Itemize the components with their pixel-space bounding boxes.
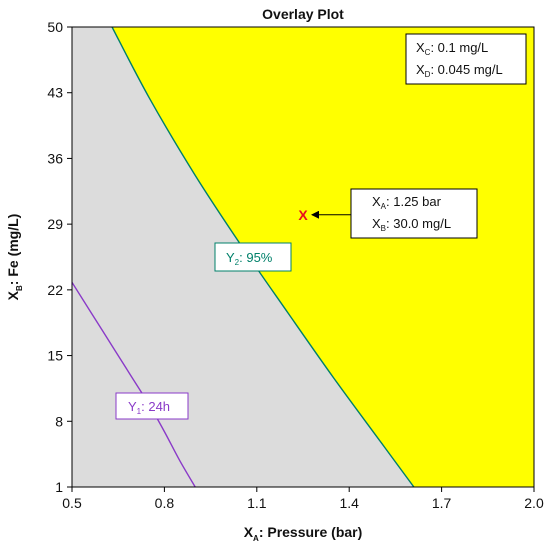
x-tick-label: 2.0 xyxy=(524,495,544,511)
feasible-region xyxy=(112,27,534,487)
contour-label-y1: Y1: 24h xyxy=(115,392,189,420)
x-axis-ticks: 0.5 0.8 1.1 1.4 1.7 2.0 xyxy=(62,487,544,511)
contour-label-y2: Y2: 95% xyxy=(214,242,292,272)
y-tick-label: 36 xyxy=(47,150,63,166)
x-tick-label: 0.8 xyxy=(155,495,175,511)
x-axis-title: XA: Pressure (bar) xyxy=(244,524,363,543)
svg-text:Y1: 24h: Y1: 24h xyxy=(128,399,170,416)
x-tick-label: 1.7 xyxy=(432,495,452,511)
y-axis-ticks: 1 8 15 22 29 36 43 50 xyxy=(47,19,72,495)
x-tick-label: 1.1 xyxy=(247,495,267,511)
y-tick-label: 15 xyxy=(47,348,63,364)
constant-xc: XC: 0.1 mg/L xyxy=(416,40,488,57)
constants-box: XC: 0.1 mg/L XD: 0.045 mg/L xyxy=(405,33,527,85)
constant-xd: XD: 0.045 mg/L xyxy=(416,62,503,79)
plot-frame xyxy=(71,26,535,488)
svg-text:Y2: 95%: Y2: 95% xyxy=(226,250,273,267)
y-tick-label: 8 xyxy=(55,413,63,429)
optimum-label-box: XA: 1.25 bar XB: 30.0 mg/L xyxy=(350,188,478,239)
x-tick-label: 1.4 xyxy=(339,495,359,511)
x-tick-label: 0.5 xyxy=(62,495,82,511)
y-tick-label: 1 xyxy=(55,479,63,495)
optimum-xb: XB: 30.0 mg/L xyxy=(372,216,451,233)
y-tick-label: 43 xyxy=(47,85,63,101)
y-axis-title: XB: Fe (mg/L) xyxy=(5,214,24,301)
chart-title: Overlay Plot xyxy=(262,6,344,22)
optimum-marker: X xyxy=(298,207,308,223)
y-tick-label: 50 xyxy=(47,19,63,35)
y-tick-label: 29 xyxy=(47,216,63,232)
y-tick-label: 22 xyxy=(47,282,63,298)
optimum-xa: XA: 1.25 bar xyxy=(372,194,442,211)
